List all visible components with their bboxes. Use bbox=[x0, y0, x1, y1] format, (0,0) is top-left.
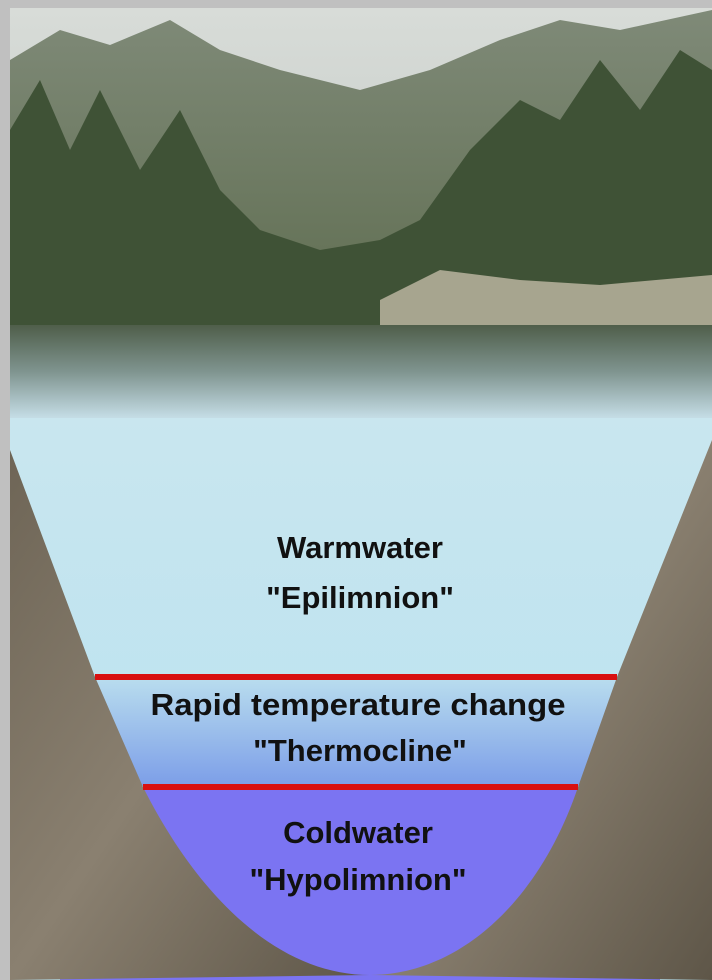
layer-name: Warmwater bbox=[277, 530, 443, 565]
thermocline bbox=[60, 680, 660, 786]
layer-term: "Thermocline" bbox=[253, 733, 467, 768]
right-bank bbox=[370, 440, 712, 980]
layer-name: Coldwater bbox=[283, 815, 433, 850]
layer-name: Rapid temperature change bbox=[151, 687, 566, 722]
landscape bbox=[10, 8, 712, 418]
left-bank bbox=[10, 450, 370, 980]
layer-term: "Hypolimnion" bbox=[249, 862, 466, 897]
layer-term: "Epilimnion" bbox=[266, 580, 454, 615]
